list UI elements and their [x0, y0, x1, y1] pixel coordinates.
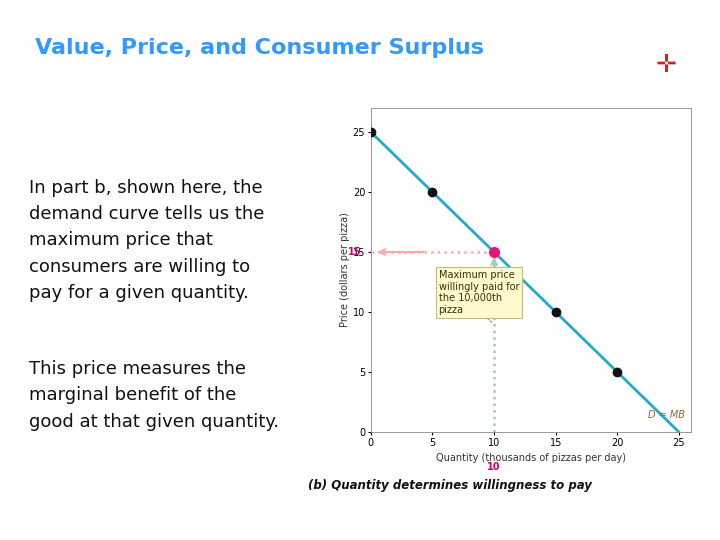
Text: D = MB: D = MB — [648, 410, 685, 420]
X-axis label: Quantity (thousands of pizzas per day): Quantity (thousands of pizzas per day) — [436, 453, 626, 463]
Text: 15: 15 — [348, 247, 361, 257]
Text: Value, Price, and Consumer Surplus: Value, Price, and Consumer Surplus — [35, 38, 484, 58]
Text: ✛: ✛ — [655, 53, 677, 77]
Text: This price measures the
marginal benefit of the
good at that given quantity.: This price measures the marginal benefit… — [29, 360, 279, 431]
Text: (b) Quantity determines willingness to pay: (b) Quantity determines willingness to p… — [308, 480, 592, 492]
Text: In part b, shown here, the
demand curve tells us the
maximum price that
consumer: In part b, shown here, the demand curve … — [29, 179, 264, 302]
Text: 10: 10 — [487, 462, 501, 472]
Text: Maximum price
willingly paid for
the 10,000th
pizza: Maximum price willingly paid for the 10,… — [438, 270, 519, 315]
Y-axis label: Price (dollars per pizza): Price (dollars per pizza) — [340, 213, 350, 327]
